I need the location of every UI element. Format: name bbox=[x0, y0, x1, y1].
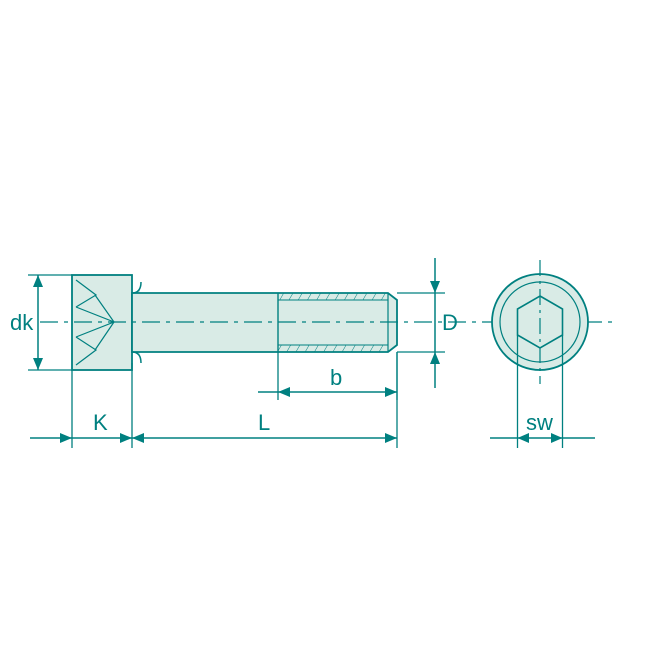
label-b: b bbox=[330, 365, 342, 391]
label-D: D bbox=[442, 310, 458, 336]
label-K: K bbox=[93, 410, 108, 436]
label-L: L bbox=[258, 410, 270, 436]
technical-drawing-svg bbox=[0, 0, 650, 650]
dimension-b bbox=[258, 352, 397, 400]
label-sw: sw bbox=[526, 410, 553, 436]
diagram-canvas: dk K L b D sw bbox=[0, 0, 650, 650]
dimension-D bbox=[397, 258, 445, 388]
screw-end-view bbox=[492, 260, 588, 384]
label-dk: dk bbox=[10, 310, 33, 336]
dimension-K bbox=[30, 363, 132, 448]
